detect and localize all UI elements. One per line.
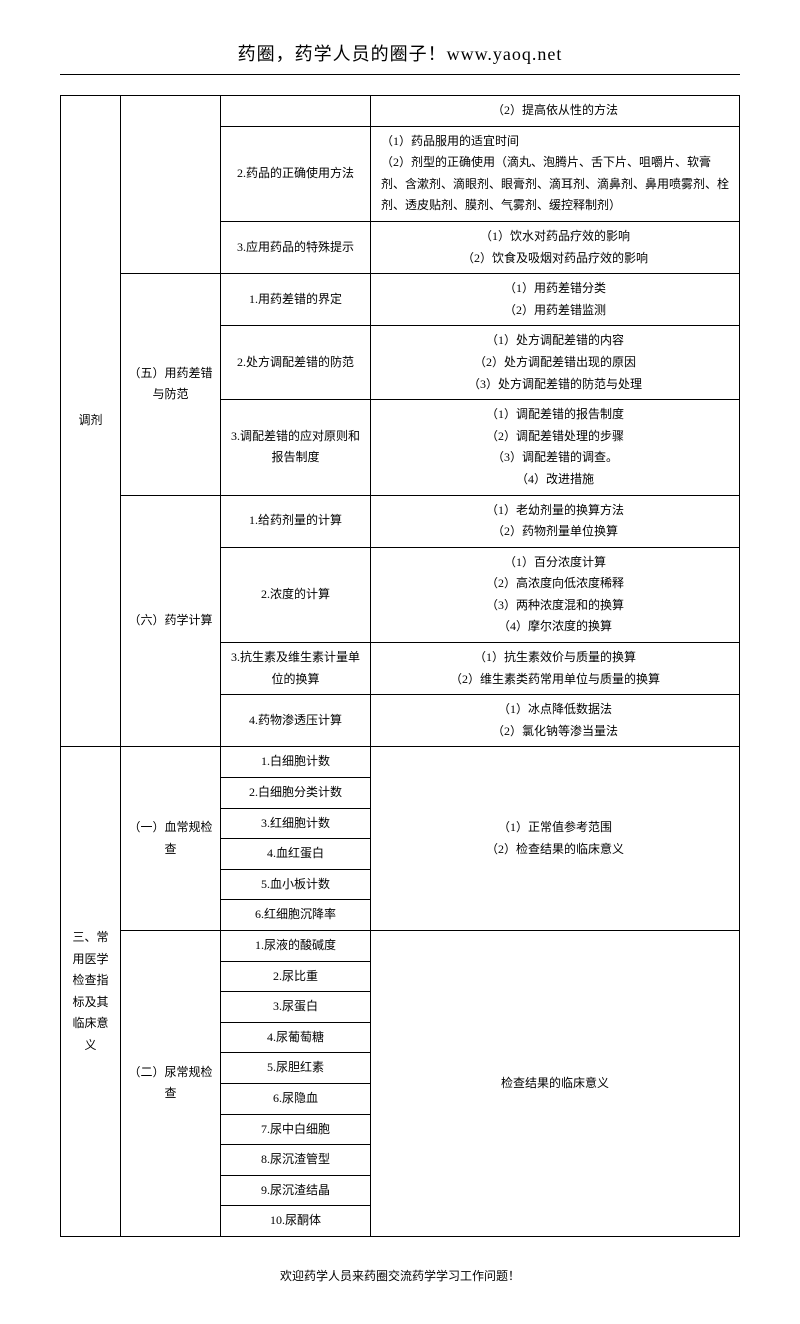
cell: （1）调配差错的报告制度（2）调配差错处理的步骤（3）调配差错的调查。（4）改进… (371, 400, 740, 495)
cell: （1）老幼剂量的换算方法（2）药物剂量单位换算 (371, 495, 740, 547)
cell: 3.应用药品的特殊提示 (221, 221, 371, 273)
cell: 2.处方调配差错的防范 (221, 326, 371, 400)
cell: 2.药品的正确使用方法 (221, 126, 371, 221)
section-2-label: 三、常用医学检查指标及其临床意义 (61, 747, 121, 1237)
cell: 1.给药剂量的计算 (221, 495, 371, 547)
cell: （1）抗生素效价与质量的换算（2）维生素类药常用单位与质量的换算 (371, 643, 740, 695)
cell: （2）提高依从性的方法 (371, 96, 740, 127)
cell: 5.血小板计数 (221, 869, 371, 900)
cell: 3.红细胞计数 (221, 808, 371, 839)
cell: 10.尿酮体 (221, 1206, 371, 1237)
section-2b-label: （二）尿常规检查 (121, 931, 221, 1237)
cell: （1）正常值参考范围（2）检查结果的临床意义 (371, 747, 740, 931)
section-1-label: 调剂 (61, 96, 121, 747)
cell: （1）用药差错分类（2）用药差错监测 (371, 274, 740, 326)
cell: 9.尿沉渣结晶 (221, 1175, 371, 1206)
section-1c-label: （六）药学计算 (121, 495, 221, 747)
section-2a-label: （一）血常规检查 (121, 747, 221, 931)
cell: 2.白细胞分类计数 (221, 778, 371, 809)
cell: 检查结果的临床意义 (371, 931, 740, 1237)
cell: 8.尿沉渣管型 (221, 1145, 371, 1176)
cell: 1.尿液的酸碱度 (221, 931, 371, 962)
cell: 1.白细胞计数 (221, 747, 371, 778)
cell: 6.红细胞沉降率 (221, 900, 371, 931)
section-1b-label: （五）用药差错与防范 (121, 274, 221, 495)
cell: 4.血红蛋白 (221, 839, 371, 870)
cell: 7.尿中白细胞 (221, 1114, 371, 1145)
syllabus-table: 调剂 （2）提高依从性的方法 2.药品的正确使用方法 （1）药品服用的适宜时间（… (60, 95, 740, 1237)
cell: 3.调配差错的应对原则和报告制度 (221, 400, 371, 495)
page-header: 药圈，药学人员的圈子！www.yaoq.net (60, 40, 740, 75)
cell: 3.抗生素及维生素计量单位的换算 (221, 643, 371, 695)
cell (221, 96, 371, 127)
cell: （1）药品服用的适宜时间（2）剂型的正确使用（滴丸、泡腾片、舌下片、咀嚼片、软膏… (371, 126, 740, 221)
cell: （1）冰点降低数据法（2）氯化钠等渗当量法 (371, 695, 740, 747)
cell: 4.尿葡萄糖 (221, 1022, 371, 1053)
cell: 6.尿隐血 (221, 1083, 371, 1114)
cell: （1）饮水对药品疗效的影响（2）饮食及吸烟对药品疗效的影响 (371, 221, 740, 273)
cell: 5.尿胆红素 (221, 1053, 371, 1084)
cell: （1）处方调配差错的内容（2）处方调配差错出现的原因（3）处方调配差错的防范与处… (371, 326, 740, 400)
cell: 3.尿蛋白 (221, 992, 371, 1023)
cell: 1.用药差错的界定 (221, 274, 371, 326)
cell: 4.药物渗透压计算 (221, 695, 371, 747)
cell: 2.浓度的计算 (221, 547, 371, 642)
cell: 2.尿比重 (221, 961, 371, 992)
page-footer: 欢迎药学人员来药圈交流药学学习工作问题！ (60, 1267, 740, 1284)
cell: （1）百分浓度计算（2）高浓度向低浓度稀释（3）两种浓度混和的换算（4）摩尔浓度… (371, 547, 740, 642)
cell (121, 96, 221, 274)
